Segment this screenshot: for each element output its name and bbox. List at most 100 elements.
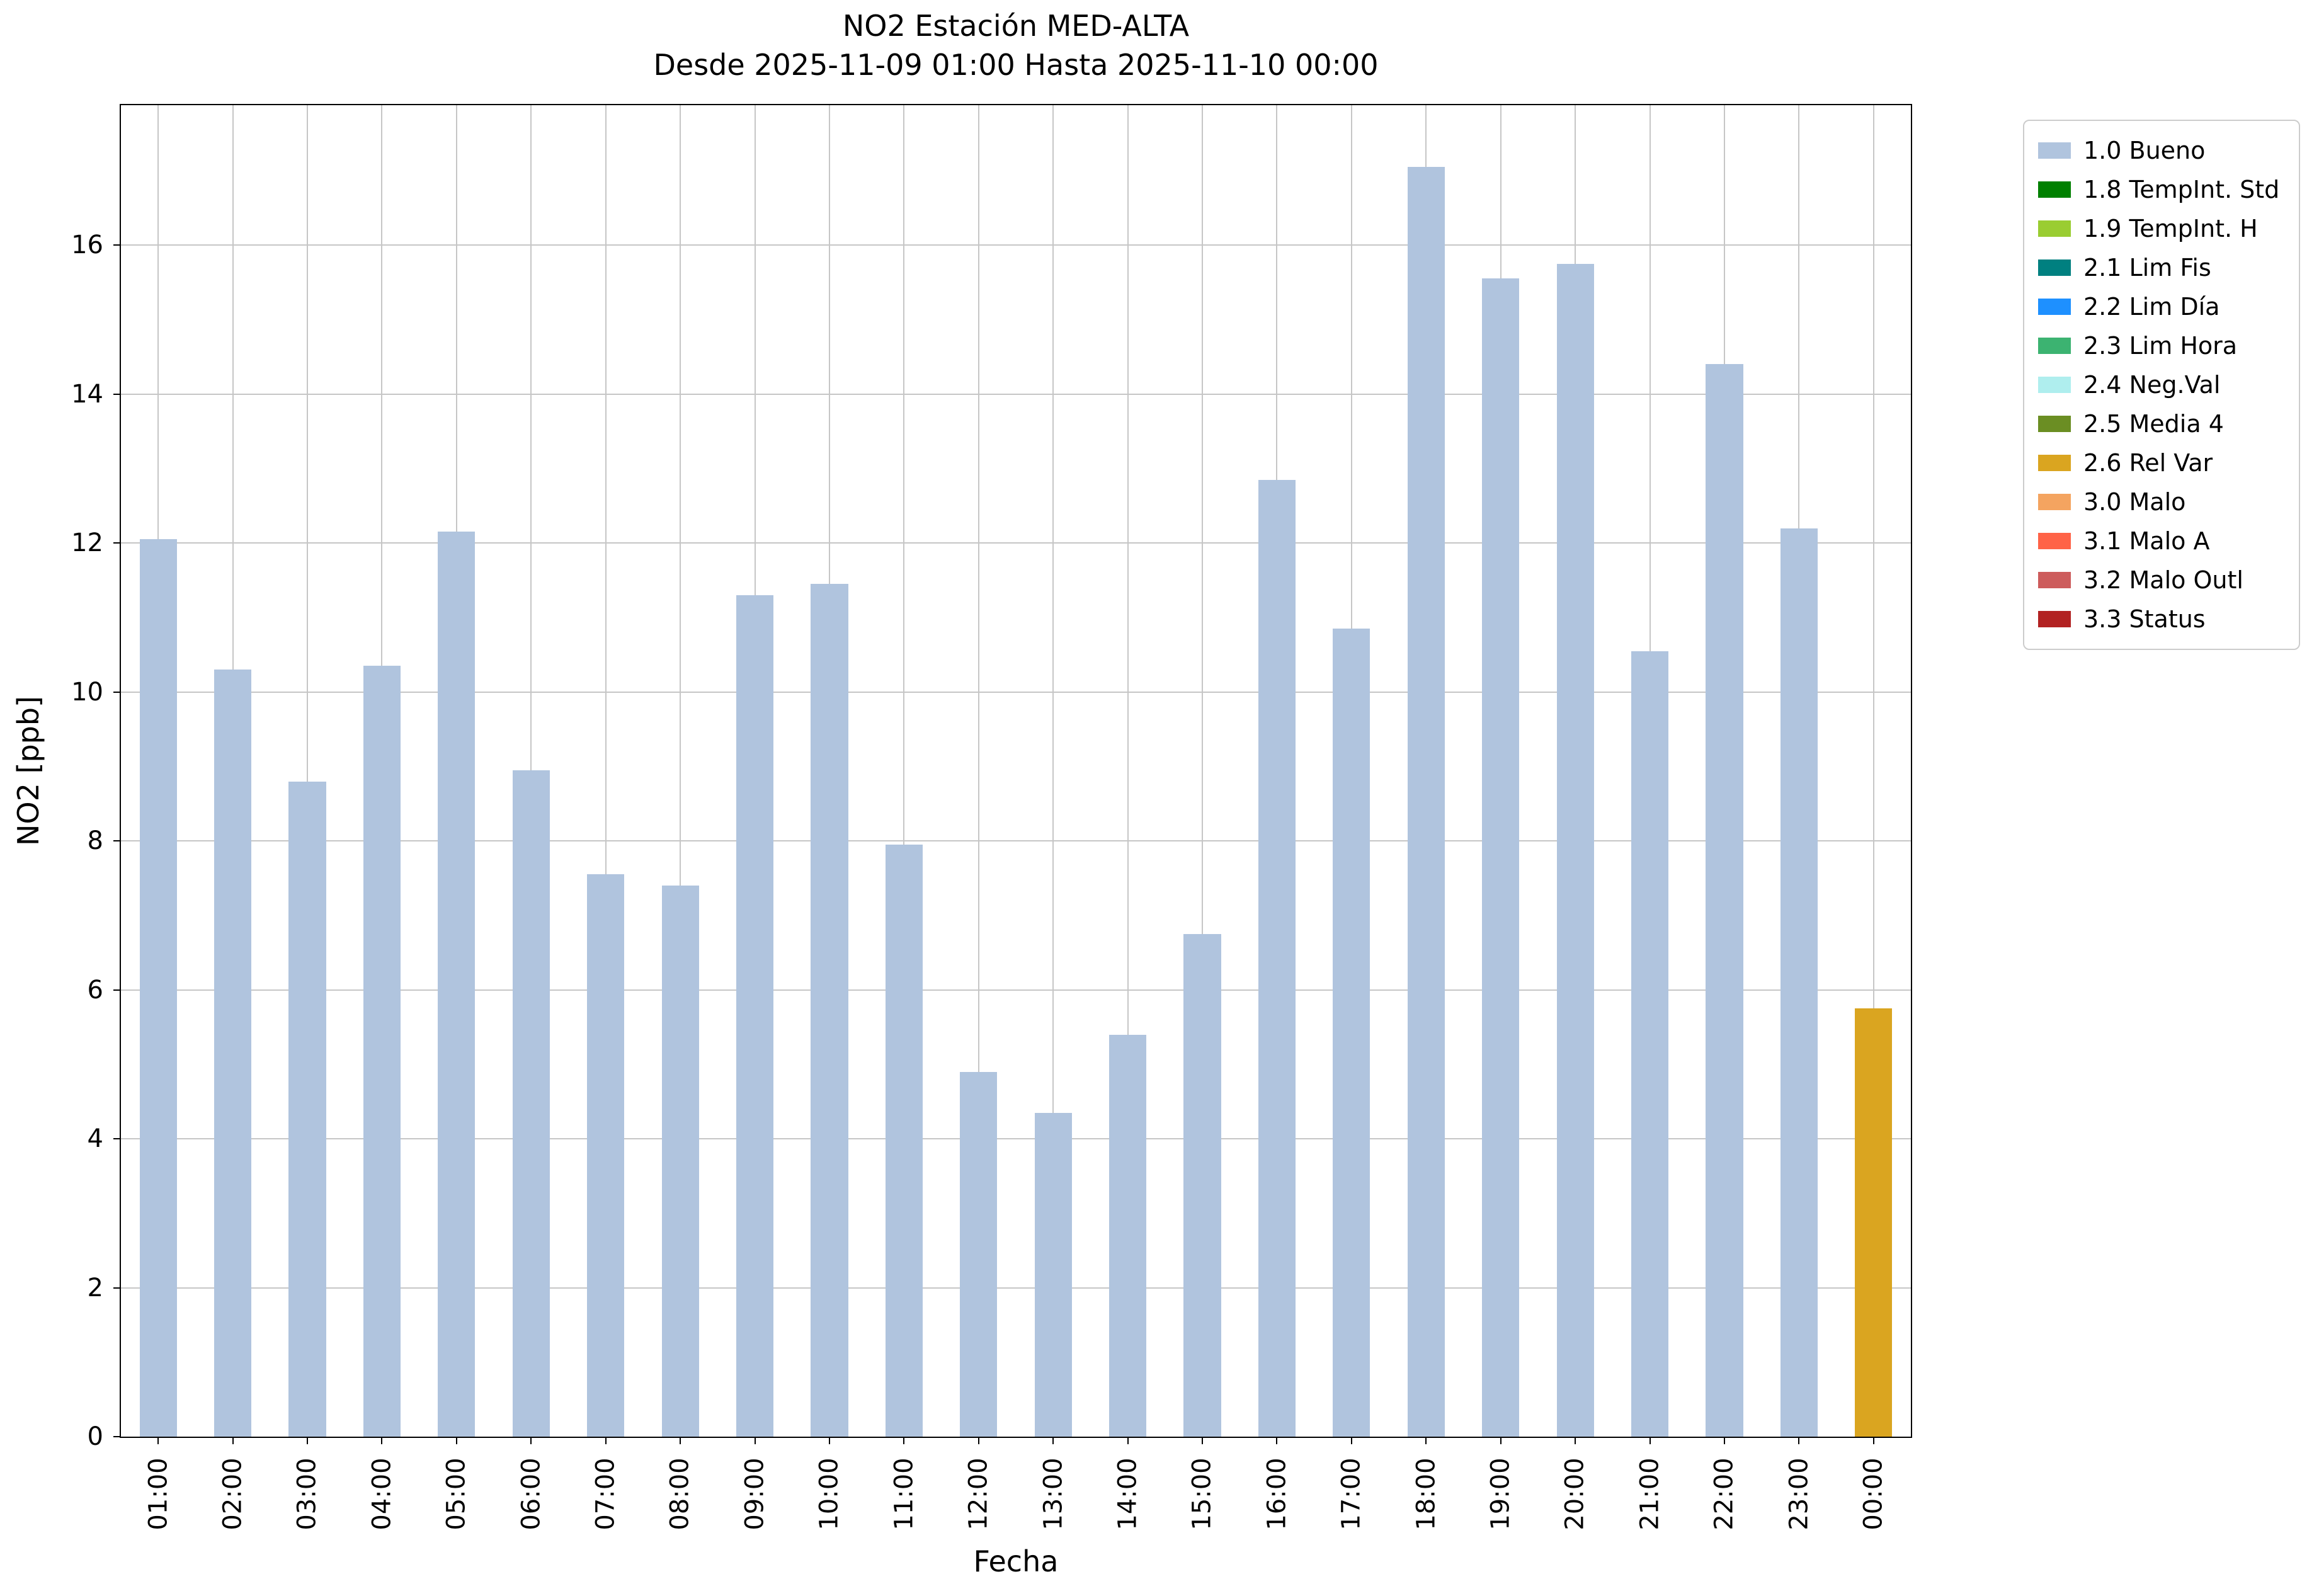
x-tick-label: 08:00	[666, 1447, 695, 1541]
x-tick-label-text: 09:00	[740, 1457, 770, 1530]
x-tick-label: 00:00	[1859, 1447, 1888, 1541]
y-tick-mark	[113, 691, 120, 693]
legend-label: 2.2 Lim Día	[2083, 293, 2220, 321]
y-tick-mark	[113, 989, 120, 991]
legend-item: 2.3 Lim Hora	[2038, 326, 2285, 365]
x-tick-mark	[903, 1438, 905, 1444]
x-tick-label-text: 07:00	[591, 1457, 620, 1530]
legend-label: 2.3 Lim Hora	[2083, 332, 2238, 360]
x-tick-mark	[605, 1438, 607, 1444]
x-tick-label: 23:00	[1784, 1447, 1813, 1541]
gridline-horizontal	[121, 840, 1911, 842]
y-tick-label: 12	[71, 528, 103, 558]
legend-swatch	[2038, 142, 2071, 159]
y-tick-label: 0	[87, 1422, 103, 1451]
bar	[1780, 528, 1818, 1437]
x-tick-label: 15:00	[1188, 1447, 1217, 1541]
legend-item: 1.9 TempInt. H	[2038, 209, 2285, 248]
legend-item: 2.5 Media 4	[2038, 404, 2285, 443]
x-tick-mark	[1202, 1438, 1204, 1444]
gridline-horizontal	[121, 244, 1911, 246]
x-tick-label-text: 13:00	[1039, 1457, 1068, 1530]
x-tick-label-text: 04:00	[367, 1457, 397, 1530]
x-tick-label-text: 20:00	[1561, 1457, 1590, 1530]
legend-item: 1.0 Bueno	[2038, 131, 2285, 170]
legend-label: 2.6 Rel Var	[2083, 449, 2213, 477]
x-tick-mark	[1723, 1438, 1725, 1444]
legend-item: 2.2 Lim Día	[2038, 287, 2285, 326]
bar	[1556, 263, 1594, 1437]
legend-swatch	[2038, 455, 2071, 471]
legend-swatch	[2038, 572, 2071, 588]
legend-swatch	[2038, 181, 2071, 198]
legend-label: 1.0 Bueno	[2083, 137, 2206, 164]
x-tick-mark	[1052, 1438, 1054, 1444]
chart-title-block: NO2 Estación MED-ALTA Desde 2025-11-09 0…	[120, 6, 1912, 84]
bar	[1258, 479, 1296, 1437]
bar	[1706, 364, 1743, 1437]
bar	[438, 532, 476, 1437]
x-tick-mark	[1276, 1438, 1278, 1444]
x-tick-label: 11:00	[889, 1447, 918, 1541]
x-tick-label-text: 10:00	[814, 1457, 844, 1530]
plot-area	[120, 104, 1912, 1438]
bar	[1034, 1112, 1072, 1437]
y-tick-label: 2	[87, 1273, 103, 1302]
x-tick-label: 03:00	[293, 1447, 322, 1541]
x-tick-label-text: 22:00	[1709, 1457, 1739, 1530]
x-tick-label-text: 16:00	[1262, 1457, 1292, 1530]
x-tick-mark	[1350, 1438, 1352, 1444]
y-tick-mark	[113, 1436, 120, 1437]
x-tick-label-text: 03:00	[293, 1457, 322, 1530]
gridline-horizontal	[121, 1287, 1911, 1289]
x-tick-mark	[157, 1438, 159, 1444]
legend-item: 3.2 Malo Outl	[2038, 561, 2285, 600]
gridline-vertical	[1052, 105, 1054, 1437]
y-tick-mark	[113, 542, 120, 544]
legend-label: 2.5 Media 4	[2083, 410, 2224, 438]
gridline-vertical	[605, 105, 607, 1437]
bar	[811, 584, 848, 1437]
legend-label: 1.8 TempInt. Std	[2083, 176, 2280, 203]
bar	[512, 770, 550, 1437]
x-tick-label: 05:00	[442, 1447, 471, 1541]
y-tick-label: 16	[71, 231, 103, 260]
x-tick-label-text: 05:00	[442, 1457, 471, 1530]
legend-label: 2.4 Neg.Val	[2083, 371, 2221, 399]
gridline-horizontal	[121, 393, 1911, 395]
legend-swatch	[2038, 416, 2071, 432]
legend-item: 3.3 Status	[2038, 600, 2285, 639]
bar	[288, 781, 326, 1437]
x-tick-label: 14:00	[1114, 1447, 1142, 1541]
gridline-horizontal	[121, 1138, 1911, 1140]
gridline-vertical	[680, 105, 681, 1437]
x-tick-label-text: 14:00	[1113, 1457, 1142, 1530]
x-axis-label: Fecha	[973, 1544, 1059, 1578]
chart-subtitle: Desde 2025-11-09 01:00 Hasta 2025-11-10 …	[653, 48, 1379, 83]
x-tick-label-text: 01:00	[144, 1457, 173, 1530]
legend: 1.0 Bueno 1.8 TempInt. Std 1.9 TempInt. H 2…	[2023, 120, 2300, 650]
chart-title: NO2 Estación MED-ALTA	[842, 9, 1190, 43]
bar	[1109, 1034, 1147, 1437]
legend-swatch	[2038, 611, 2071, 627]
gridline-vertical	[1202, 105, 1204, 1437]
legend-swatch	[2038, 533, 2071, 549]
y-tick-mark	[113, 1287, 120, 1289]
x-tick-label-text: 21:00	[1635, 1457, 1665, 1530]
y-tick-label: 14	[71, 379, 103, 409]
bar	[139, 539, 177, 1437]
gridline-horizontal	[121, 542, 1911, 544]
gridline-vertical	[307, 105, 309, 1437]
x-tick-label: 13:00	[1039, 1447, 1068, 1541]
x-tick-label-text: 15:00	[1188, 1457, 1217, 1530]
legend-label: 3.0 Malo	[2083, 488, 2186, 516]
legend-swatch	[2038, 377, 2071, 393]
legend-item: 3.1 Malo A	[2038, 522, 2285, 561]
x-tick-label-text: 08:00	[666, 1457, 695, 1530]
y-tick-mark	[113, 840, 120, 842]
x-tick-label-text: 12:00	[964, 1457, 993, 1530]
legend-item: 3.0 Malo	[2038, 482, 2285, 522]
legend-swatch	[2038, 338, 2071, 354]
bar	[363, 666, 401, 1437]
x-tick-label-text: 00:00	[1859, 1457, 1888, 1530]
